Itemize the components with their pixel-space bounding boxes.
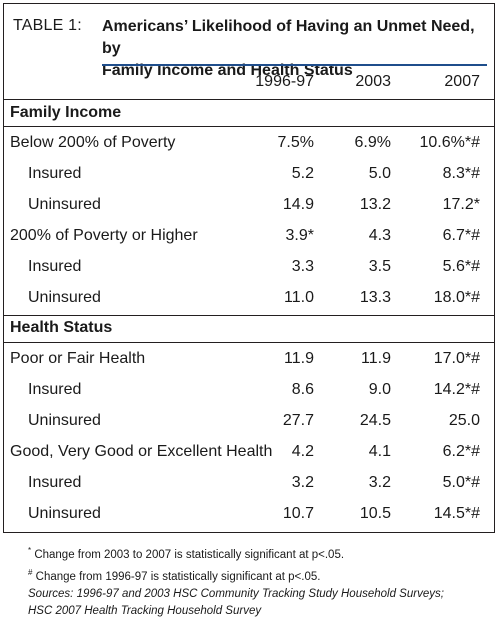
title-underline: [102, 64, 487, 66]
cell-2003: 24.5: [359, 412, 391, 429]
cell-1996-97: 4.2: [291, 443, 314, 460]
row-label: Insured: [28, 474, 82, 491]
cell-2007: 10.6%*#: [419, 134, 481, 151]
table-row: Uninsured 10.7 10.5 14.5*#: [4, 499, 494, 529]
table-frame: TABLE 1: Americans’ Likelihood of Having…: [3, 3, 495, 533]
column-header-2003: 2003: [355, 73, 391, 90]
table-row: Good, Very Good or Excellent Health 4.2 …: [4, 437, 494, 467]
row-label: Uninsured: [28, 505, 101, 522]
cell-1996-97: 3.2: [291, 474, 314, 491]
cell-2007: 14.2*#: [433, 381, 480, 398]
table-title-line-1: Americans’ Likelihood of Having an Unmet…: [102, 18, 475, 57]
section-divider: [4, 126, 494, 127]
row-label: Uninsured: [28, 412, 101, 429]
section-heading-family-income: Family Income: [10, 104, 122, 121]
table-row: Uninsured 14.9 13.2 17.2*: [4, 190, 494, 220]
row-label: 200% of Poverty or Higher: [10, 227, 198, 244]
table-row: Insured 5.2 5.0 8.3*#: [4, 159, 494, 189]
cell-2003: 13.2: [359, 196, 391, 213]
footnote-2-symbol: #: [28, 567, 33, 577]
footnote-2-text: Change from 1996-97 is statistically sig…: [32, 570, 321, 583]
row-label: Uninsured: [28, 289, 101, 306]
section-heading-health-status: Health Status: [10, 319, 113, 336]
cell-2003: 4.1: [368, 443, 391, 460]
cell-2007: 8.3*#: [442, 165, 480, 182]
row-label: Insured: [28, 258, 82, 275]
cell-1996-97: 11.0: [284, 289, 314, 306]
cell-2003: 3.5: [368, 258, 391, 275]
table-row: Insured 3.2 3.2 5.0*#: [4, 468, 494, 498]
cell-1996-97: 14.9: [282, 196, 314, 213]
cell-2003: 6.9%: [354, 134, 391, 151]
cell-1996-97: 27.7: [282, 412, 314, 429]
cell-2007: 25.0: [448, 412, 480, 429]
table-row: Insured 3.3 3.5 5.6*#: [4, 252, 494, 282]
section-divider: [4, 315, 494, 316]
cell-2007: 18.0*#: [433, 289, 480, 306]
table-header: TABLE 1: Americans’ Likelihood of Having…: [4, 4, 494, 79]
cell-1996-97: 5.2: [291, 165, 314, 182]
cell-2003: 4.3: [368, 227, 391, 244]
cell-2007: 5.0*#: [442, 474, 480, 491]
table-row: Insured 8.6 9.0 14.2*#: [4, 375, 494, 405]
cell-2007: 17.0*#: [433, 350, 480, 367]
cell-2003: 9.0: [368, 381, 391, 398]
cell-2007: 17.2*: [442, 196, 480, 213]
cell-1996-97: 11.9: [284, 350, 314, 367]
cell-1996-97: 10.7: [282, 505, 314, 522]
row-label: Below 200% of Poverty: [10, 134, 176, 151]
table-row: Uninsured 27.7 24.5 25.0: [4, 406, 494, 436]
footnote-1-text: Change from 2003 to 2007 is statisticall…: [31, 548, 345, 561]
table-row: Uninsured 11.0 13.3 18.0*#: [4, 283, 494, 313]
footnote-1: * Change from 2003 to 2007 is statistica…: [28, 542, 468, 564]
column-header-1996-97: 1996-97: [255, 73, 314, 90]
row-label: Insured: [28, 381, 82, 398]
section-divider: [4, 342, 494, 343]
row-label: Good, Very Good or Excellent Health: [10, 443, 273, 460]
table-row: Poor or Fair Health 11.9 11.9 17.0*#: [4, 344, 494, 374]
table-row: 200% of Poverty or Higher 3.9* 4.3 6.7*#: [4, 221, 494, 251]
row-label: Insured: [28, 165, 82, 182]
cell-2003: 13.3: [359, 289, 391, 306]
cell-2003: 5.0: [368, 165, 391, 182]
column-header-2007: 2007: [444, 73, 480, 90]
row-label: Uninsured: [28, 196, 101, 213]
header-divider: [4, 99, 494, 100]
row-label: Poor or Fair Health: [10, 350, 146, 367]
cell-2003: 11.9: [361, 350, 391, 367]
footnote-2: # Change from 1996-97 is statistically s…: [28, 564, 468, 586]
cell-1996-97: 7.5%: [277, 134, 314, 151]
cell-2003: 10.5: [359, 505, 391, 522]
cell-2007: 6.2*#: [442, 443, 480, 460]
table-row: Below 200% of Poverty 7.5% 6.9% 10.6%*#: [4, 128, 494, 158]
table-label: TABLE 1:: [13, 17, 82, 34]
cell-2007: 5.6*#: [442, 258, 480, 275]
footnote-1-symbol: *: [28, 546, 32, 555]
footnotes: * Change from 2003 to 2007 is statistica…: [28, 542, 468, 620]
sources-note: Sources: 1996-97 and 2003 HSC Community …: [28, 587, 444, 617]
cell-1996-97: 3.9*: [285, 227, 314, 244]
cell-2003: 3.2: [368, 474, 391, 491]
table-title-line-2: Family Income and Health Status: [102, 62, 353, 79]
cell-2007: 6.7*#: [442, 227, 480, 244]
cell-1996-97: 8.6: [291, 381, 314, 398]
cell-1996-97: 3.3: [291, 258, 314, 275]
table-title: Americans’ Likelihood of Having an Unmet…: [102, 16, 482, 82]
cell-2007: 14.5*#: [433, 505, 480, 522]
